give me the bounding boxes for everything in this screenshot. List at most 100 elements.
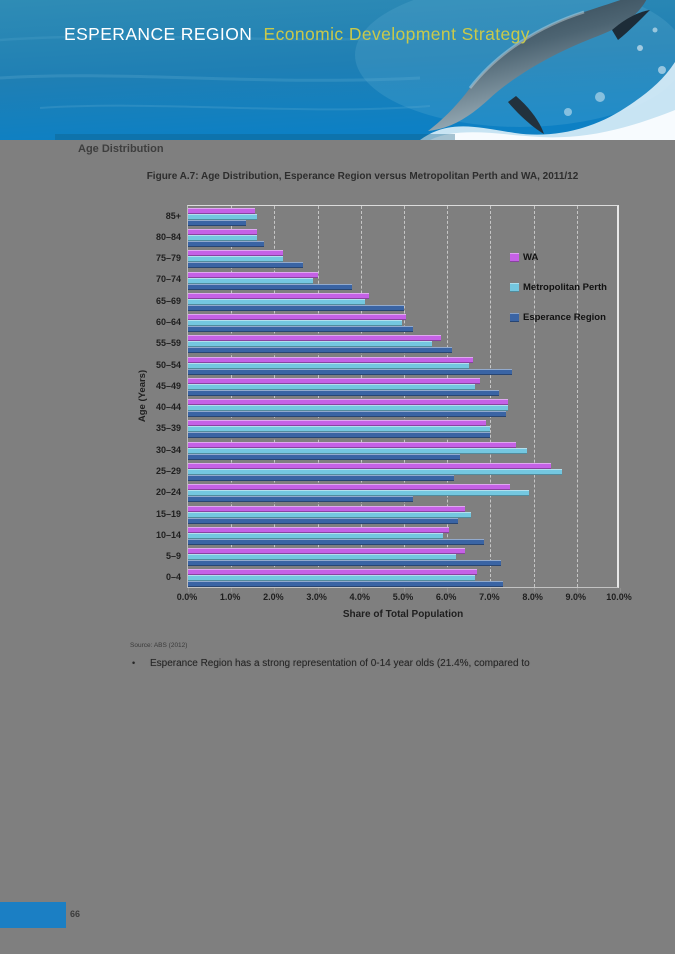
bar-wa xyxy=(188,526,450,533)
x-tick-mark xyxy=(490,588,492,592)
bar-wa xyxy=(188,399,508,406)
bar-metropolitan-perth xyxy=(188,213,258,220)
bar-wa xyxy=(188,335,441,342)
y-tick-label: 15–19 xyxy=(155,508,181,519)
bar-esperance-region xyxy=(188,475,454,482)
x-tick-mark xyxy=(533,588,535,592)
report-title-sub: Economic Development Strategy xyxy=(263,24,530,44)
bar-metropolitan-perth xyxy=(188,256,283,263)
y-tick-label: 60–64 xyxy=(155,317,181,328)
y-tick-label: 35–39 xyxy=(155,423,181,434)
bullet-item: • Esperance Region has a strong represen… xyxy=(132,658,602,669)
x-tick-mark xyxy=(447,588,449,592)
bar-metropolitan-perth xyxy=(188,341,433,348)
gridline xyxy=(317,206,319,587)
figure-title: Figure A.7: Age Distribution, Esperance … xyxy=(146,171,579,182)
bar-esperance-region xyxy=(188,538,484,545)
bar-esperance-region xyxy=(188,517,458,524)
bar-metropolitan-perth xyxy=(188,532,443,539)
bar-wa xyxy=(188,292,370,299)
bar-wa xyxy=(188,569,478,576)
x-tick-mark xyxy=(576,588,578,592)
bar-esperance-region xyxy=(188,262,303,269)
x-tick-mark xyxy=(360,588,362,592)
age-distribution-chart: Age (Years) 85+ 80–84 75–79 70–74 65–69 60–64… xyxy=(135,195,645,640)
y-tick-label: 65–69 xyxy=(155,295,181,306)
bar-esperance-region xyxy=(188,219,247,226)
bar-esperance-region xyxy=(188,347,452,354)
bullet-icon: • xyxy=(132,658,136,668)
y-tick-label: 80–84 xyxy=(155,231,181,242)
y-tick-label: 70–74 xyxy=(155,274,181,285)
plot-area xyxy=(187,205,621,592)
report-title: ESPERANCE REGION Economic Development St… xyxy=(64,24,530,45)
y-tick-label: 25–29 xyxy=(155,465,181,476)
gridline xyxy=(576,206,578,587)
y-axis-labels: 85+ 80–84 75–79 70–74 65–69 60–64 55–59 50–54 45… xyxy=(135,205,181,588)
x-tick-label: 10.0% xyxy=(606,592,632,602)
bar-metropolitan-perth xyxy=(188,554,456,561)
bar-esperance-region xyxy=(188,283,353,290)
x-tick-mark xyxy=(317,588,319,592)
y-tick-label: 45–49 xyxy=(155,380,181,391)
bar-wa xyxy=(188,377,480,384)
y-tick-label: 30–34 xyxy=(155,444,181,455)
bar-wa xyxy=(188,463,551,470)
bar-wa xyxy=(188,356,474,363)
x-axis-title: Share of Total Population xyxy=(342,609,464,620)
bar-wa xyxy=(188,420,487,427)
ocean-dolphin-image xyxy=(0,0,675,140)
bar-esperance-region xyxy=(188,304,404,311)
bar-esperance-region xyxy=(188,453,461,460)
x-tick-label: 6.0% xyxy=(435,592,457,602)
bar-wa xyxy=(188,484,510,491)
bar-wa xyxy=(188,271,318,278)
y-tick-label: 50–54 xyxy=(155,359,181,370)
bar-wa xyxy=(188,207,255,214)
bar-esperance-region xyxy=(188,496,413,503)
bar-wa xyxy=(188,441,517,448)
gridline xyxy=(274,206,276,587)
x-tick-mark xyxy=(274,588,276,592)
x-tick-label: 4.0% xyxy=(349,592,371,602)
bar-metropolitan-perth xyxy=(188,234,258,241)
y-tick-label: 85+ xyxy=(165,210,181,221)
bar-esperance-region xyxy=(188,368,512,375)
bar-wa xyxy=(188,250,283,257)
y-tick-label: 20–24 xyxy=(155,487,181,498)
y-tick-label: 40–44 xyxy=(155,402,181,413)
page-number: 66 xyxy=(70,909,81,919)
legend-swatch-icon xyxy=(510,312,519,322)
x-tick-label: 9.0% xyxy=(565,592,587,602)
bar-metropolitan-perth xyxy=(188,277,314,284)
x-tick-mark xyxy=(188,588,189,592)
legend-label: WA xyxy=(523,251,539,263)
y-tick-label: 55–59 xyxy=(155,338,181,349)
bar-metropolitan-perth xyxy=(188,426,491,433)
y-tick-label: 5–9 xyxy=(165,551,181,562)
bar-metropolitan-perth xyxy=(188,362,469,369)
bar-metropolitan-perth xyxy=(188,405,508,412)
bar-esperance-region xyxy=(188,326,413,333)
gridline xyxy=(231,206,233,587)
bar-metropolitan-perth xyxy=(188,511,471,518)
bar-esperance-region xyxy=(188,389,499,396)
y-tick-label: 0–4 xyxy=(165,572,181,583)
gridline xyxy=(360,206,362,587)
source-note: Source: ABS (2012) xyxy=(130,642,188,649)
header-banner: ESPERANCE REGION Economic Development St… xyxy=(0,0,675,140)
bar-metropolitan-perth xyxy=(188,575,476,582)
legend-swatch-icon xyxy=(510,252,519,262)
bar-esperance-region xyxy=(188,560,502,567)
x-tick-label: 7.0% xyxy=(479,592,500,602)
bar-metropolitan-perth xyxy=(188,490,530,497)
x-tick-label: 8.0% xyxy=(522,592,543,602)
legend-item-wa: WA xyxy=(510,251,539,263)
legend-item-metropolitan-perth: Metropolitan Perth xyxy=(510,282,607,293)
bar-esperance-region xyxy=(188,581,504,588)
bar-metropolitan-perth xyxy=(188,298,366,305)
report-title-main: ESPERANCE REGION xyxy=(64,24,253,44)
legend-swatch-icon xyxy=(510,282,519,292)
gridline xyxy=(533,206,535,587)
footer-accent-bar xyxy=(0,902,66,928)
